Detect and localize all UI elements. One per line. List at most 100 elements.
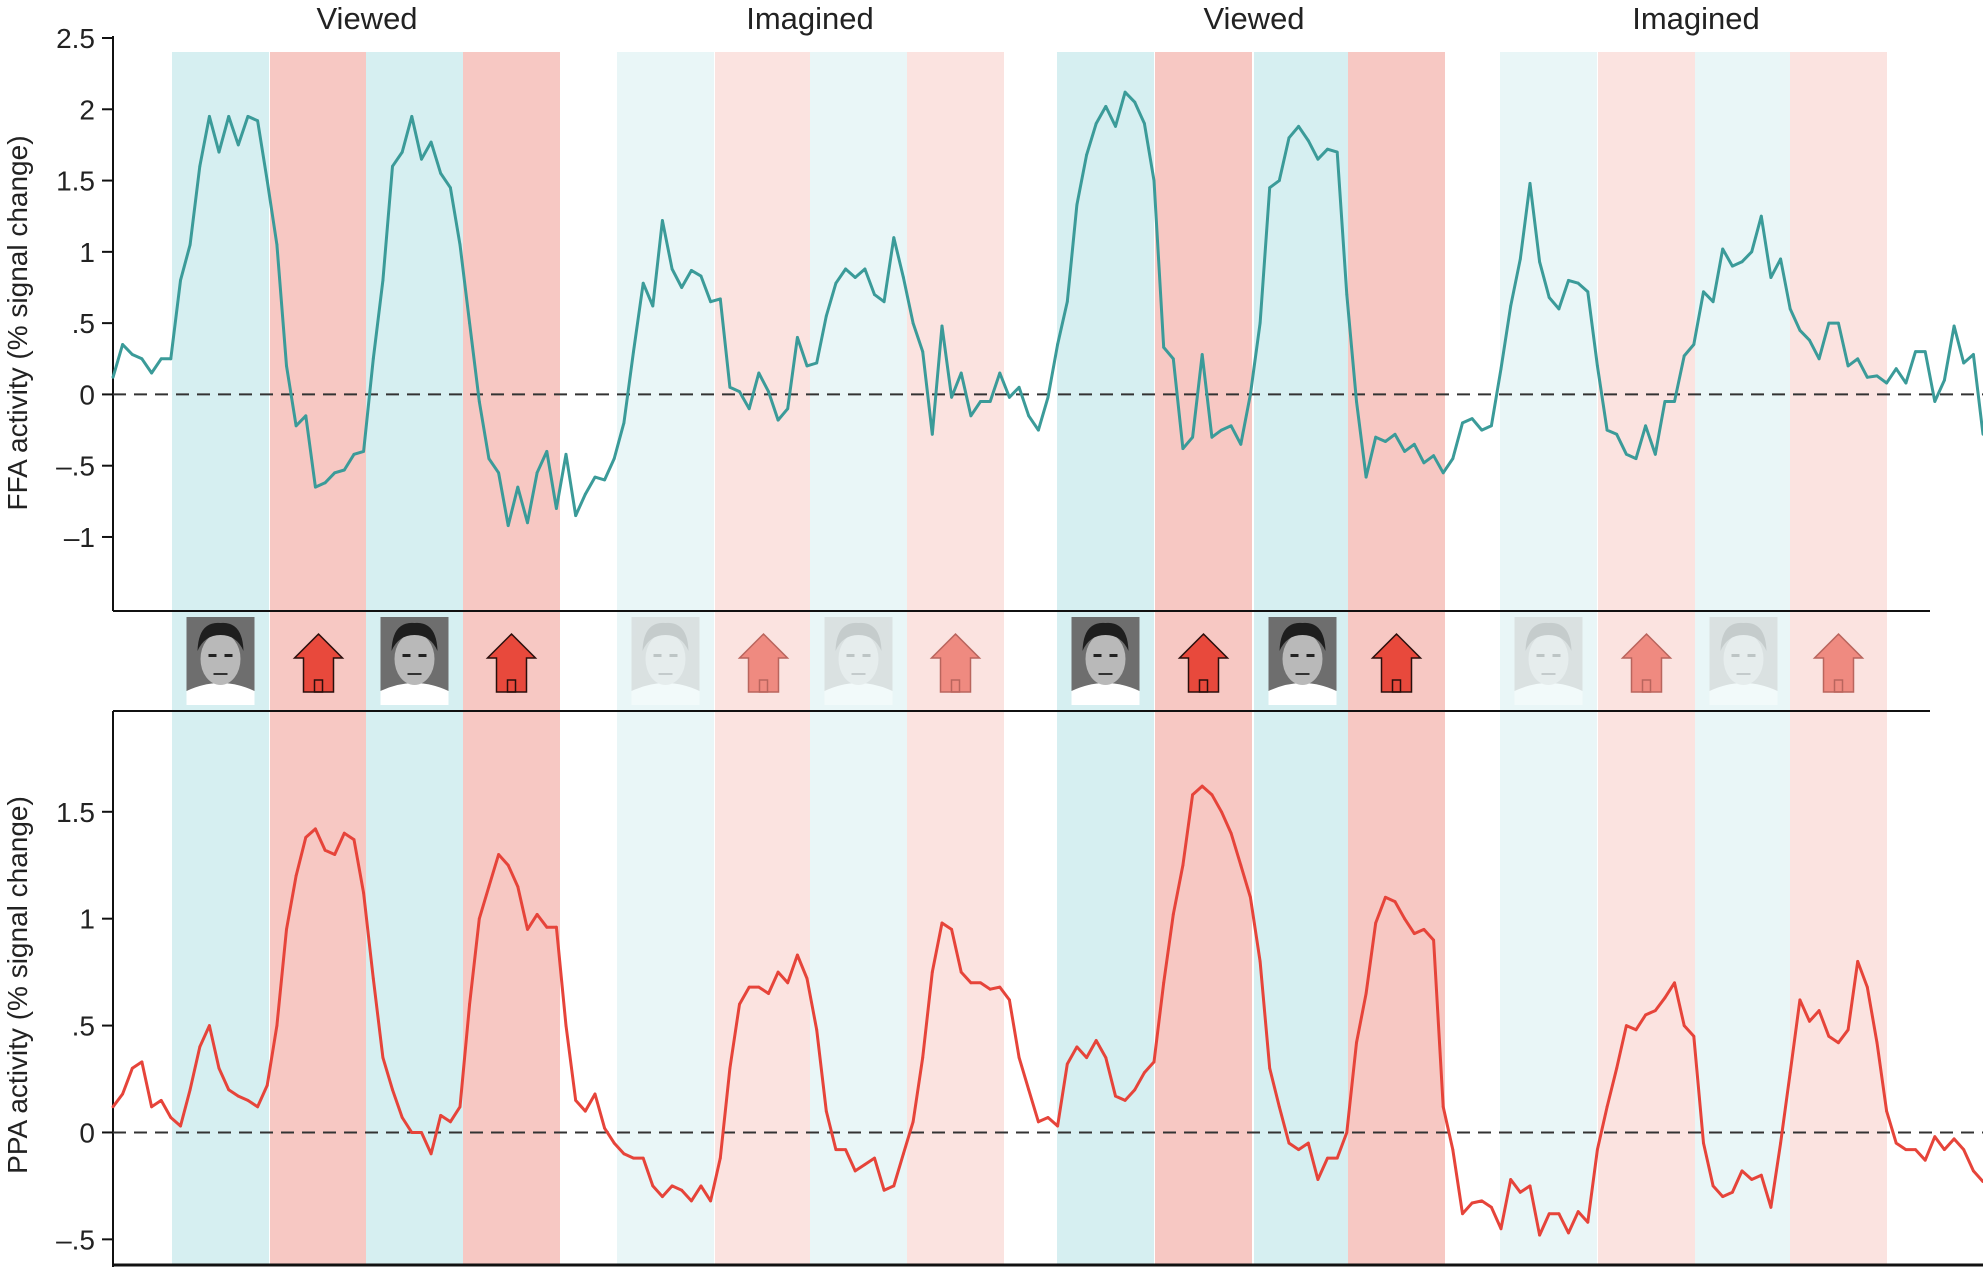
ffa-data-point [381, 279, 385, 282]
ffa-data-point [1364, 475, 1368, 479]
ffa-data-point [1865, 375, 1869, 379]
ffa-data-point [458, 243, 462, 247]
ffa-y-tick-label: –1 [64, 522, 95, 553]
ffa-data-point [882, 300, 886, 304]
ppa-data-point [391, 1088, 394, 1092]
ppa-data-point [236, 1094, 240, 1098]
ppa-data-point [227, 1088, 231, 1092]
ppa-data-point [1653, 1009, 1657, 1012]
ppa-data-point [661, 1195, 664, 1198]
ffa-data-point [1586, 290, 1590, 294]
ppa-data-point [574, 1099, 578, 1102]
ffa-data-point [574, 514, 578, 517]
ffa-data-point [179, 279, 182, 282]
ppa-data-point [1123, 1099, 1127, 1102]
ppa-data-point [188, 1088, 192, 1092]
ffa-data-point [651, 304, 655, 308]
ffa-data-point [709, 300, 712, 304]
ffa-data-point [680, 286, 684, 289]
ppa-data-point [738, 1002, 741, 1006]
ffa-data-point [834, 281, 838, 285]
ppa-data-point [709, 1199, 712, 1203]
ppa-data-point [1441, 1105, 1445, 1109]
face-photo-icon [1071, 617, 1140, 705]
ffa-data-point [400, 150, 404, 154]
stimulus-icons [186, 617, 1865, 705]
ppa-data-point [169, 1116, 173, 1119]
house-icon [737, 632, 790, 693]
ffa-y-tick-label: 2.5 [56, 23, 95, 54]
ppa-data-point [1268, 1066, 1272, 1070]
ppa-data-point [815, 1028, 819, 1032]
ffa-data-point [1326, 147, 1329, 151]
ffa-data-point [1808, 338, 1811, 342]
ffa-data-point [429, 140, 433, 144]
ppa-data-point [1152, 1060, 1156, 1064]
ppa-data-point [1393, 900, 1397, 903]
ffa-data-point [1875, 374, 1879, 378]
ffa-data-point [988, 400, 992, 403]
ffa-data-point [449, 186, 452, 190]
ppa-data-point [1856, 960, 1860, 963]
ffa-data-point [1422, 461, 1426, 465]
ppa-data-point [632, 1156, 635, 1160]
ppa-data-point [1972, 1169, 1975, 1173]
ppa-data-point [294, 874, 298, 878]
ffa-data-point [1181, 447, 1185, 450]
ffa-data-point [487, 457, 491, 460]
house-icon [1620, 632, 1673, 693]
ppa-data-point [477, 917, 481, 921]
ppa-data-point [342, 831, 346, 835]
ffa-data-point [1625, 452, 1628, 456]
ppa-data-point [371, 977, 375, 980]
ffa-data-point [593, 475, 597, 479]
ffa-data-point [1721, 247, 1725, 251]
ppa-data-point [1037, 1120, 1040, 1124]
ppa-data-point [497, 853, 500, 856]
ffa-data-point [1943, 378, 1946, 382]
condition-label-viewed-1: Viewed [316, 1, 417, 36]
ffa-data-point [902, 276, 905, 279]
ppa-data-point [690, 1199, 693, 1203]
ffa-data-point [1037, 428, 1040, 432]
ffa-data-point [950, 395, 953, 399]
ppa-data-point [208, 1024, 211, 1027]
ffa-data-point [1682, 354, 1686, 358]
ppa-data-point [1615, 1066, 1619, 1070]
ppa-data-point [1239, 863, 1243, 867]
ppa-data-point [805, 977, 809, 980]
ffa-data-point [1759, 214, 1763, 218]
ffa-data-point [670, 267, 674, 271]
ppa-data-point [853, 1169, 857, 1173]
stimulus-strip [113, 610, 1930, 712]
ffa-data-point [468, 321, 471, 325]
ffa-data-point [246, 115, 250, 118]
ffa-data-point [1345, 293, 1349, 296]
ppa-data-point [680, 1188, 684, 1192]
ppa-data-point [506, 863, 510, 867]
ppa-data-point [1904, 1148, 1908, 1151]
ffa-data-point [1412, 442, 1416, 446]
ffa-data-point [1220, 428, 1223, 432]
ffa-data-point [1075, 203, 1079, 207]
ppa-data-point [130, 1066, 134, 1070]
ppa-data-point [1576, 1210, 1580, 1213]
ppa-data-point [1104, 1056, 1108, 1059]
ppa-data-point [516, 885, 520, 888]
ppa-data-point [1875, 1041, 1879, 1045]
ffa-data-point [699, 274, 703, 278]
ffa-data-point [1547, 296, 1551, 299]
house-icon [1370, 632, 1423, 693]
ppa-data-point [1403, 917, 1406, 921]
ppa-data-point [651, 1184, 655, 1188]
ffa-data-point [1171, 357, 1175, 361]
ffa-data-point [1634, 457, 1638, 460]
ppa-data-point [1808, 1019, 1811, 1023]
ppa-data-point [1846, 1028, 1850, 1032]
ppa-data-point [1711, 1184, 1715, 1188]
ffa-data-point [805, 364, 809, 368]
ffa-data-point [844, 267, 847, 271]
ffa-data-point [371, 357, 375, 361]
ffa-y-tick-label: 1 [79, 237, 95, 268]
condition-label-imagined-1: Imagined [746, 1, 874, 36]
